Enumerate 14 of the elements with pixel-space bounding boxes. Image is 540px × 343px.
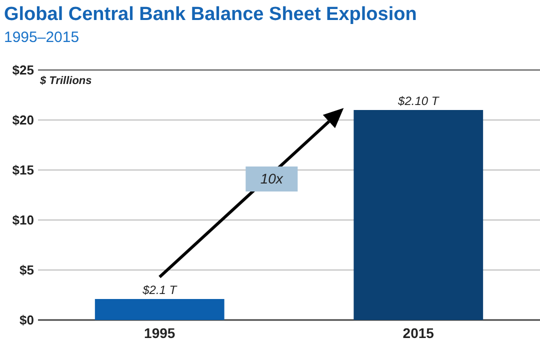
chart-title: Global Central Bank Balance Sheet Explosion <box>4 4 417 25</box>
y-axis-title: $ Trillions <box>39 75 92 87</box>
chart-subtitle: 1995–2015 <box>4 29 80 46</box>
x-tick-label: 1995 <box>144 325 176 341</box>
x-tick-label: 2015 <box>402 325 434 341</box>
y-tick-label: $15 <box>12 162 34 178</box>
annotation: $2.10 T <box>397 94 440 108</box>
data-label: $2.1 T <box>142 283 178 297</box>
y-tick-label: $25 <box>12 62 34 78</box>
y-tick-label: $0 <box>20 312 34 328</box>
y-tick-label: $10 <box>12 212 34 228</box>
y-tick-label: $5 <box>20 262 34 278</box>
annotation: 10x <box>260 170 284 186</box>
y-tick-label: $20 <box>12 112 34 128</box>
